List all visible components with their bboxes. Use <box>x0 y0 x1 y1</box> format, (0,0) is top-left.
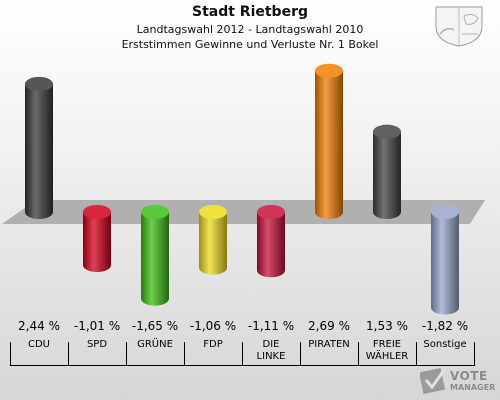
category-label: PIRATEN <box>308 339 350 350</box>
axis-tick <box>416 342 417 366</box>
category-label: Sonstige <box>423 339 467 350</box>
category-label: SPD <box>86 339 108 350</box>
chart-subtitle-2: Erststimmen Gewinne und Verluste Nr. 1 B… <box>121 38 379 51</box>
value-label: 2,69 % <box>308 319 350 333</box>
axis-tick <box>358 342 359 366</box>
votemanager-logo: VOTE MANAGER <box>420 366 496 396</box>
logo-word-vote: VOTE <box>450 369 488 383</box>
bar-cap <box>315 63 343 78</box>
coat-of-arms-icon <box>435 6 483 47</box>
category-label: FDP <box>203 339 223 350</box>
bar-cap <box>373 124 401 139</box>
bar-cap <box>199 205 227 219</box>
value-label: 2,44 % <box>18 319 60 333</box>
logo-word-manager: MANAGER <box>450 383 496 392</box>
axis-tick <box>474 342 475 366</box>
value-label: -1,01 % <box>73 319 121 333</box>
value-label: -1,82 % <box>421 319 469 333</box>
bar-cap <box>83 205 111 219</box>
bar-sonstige <box>431 212 459 315</box>
axis-tick <box>126 342 127 366</box>
category-label: FREIE WÄHLER <box>365 339 409 362</box>
category-label: DIE LINKE <box>256 339 286 362</box>
value-label: -1,65 % <box>131 319 179 333</box>
bar-cap <box>431 205 459 219</box>
bar-cap <box>141 205 169 219</box>
bar-cdu <box>25 83 53 220</box>
bar-cap <box>25 76 53 91</box>
bar-cap <box>257 205 285 219</box>
category-label: GRÜNE <box>137 339 173 350</box>
axis-tick <box>10 342 11 366</box>
value-label: 1,53 % <box>366 319 408 333</box>
axis-tick <box>242 342 243 366</box>
bar-spd <box>83 212 111 273</box>
bar-die-linke <box>257 212 285 278</box>
value-label: -1,11 % <box>247 319 295 333</box>
chart-subtitle-1: Landtagswahl 2012 - Landtagswahl 2010 <box>136 23 364 36</box>
bar-piraten <box>315 70 343 220</box>
value-label: -1,06 % <box>189 319 237 333</box>
bar-grüne <box>141 212 169 306</box>
bar-freie-wähler <box>373 131 401 219</box>
category-label: CDU <box>27 339 50 350</box>
category-axis-line <box>10 365 475 366</box>
axis-tick <box>300 342 301 366</box>
axis-tick <box>68 342 69 366</box>
axis-tick <box>184 342 185 366</box>
bar-fdp <box>199 212 227 275</box>
zero-plane <box>2 200 485 224</box>
chart-title: Stadt Rietberg <box>191 4 309 20</box>
logo-check-icon <box>420 367 447 395</box>
